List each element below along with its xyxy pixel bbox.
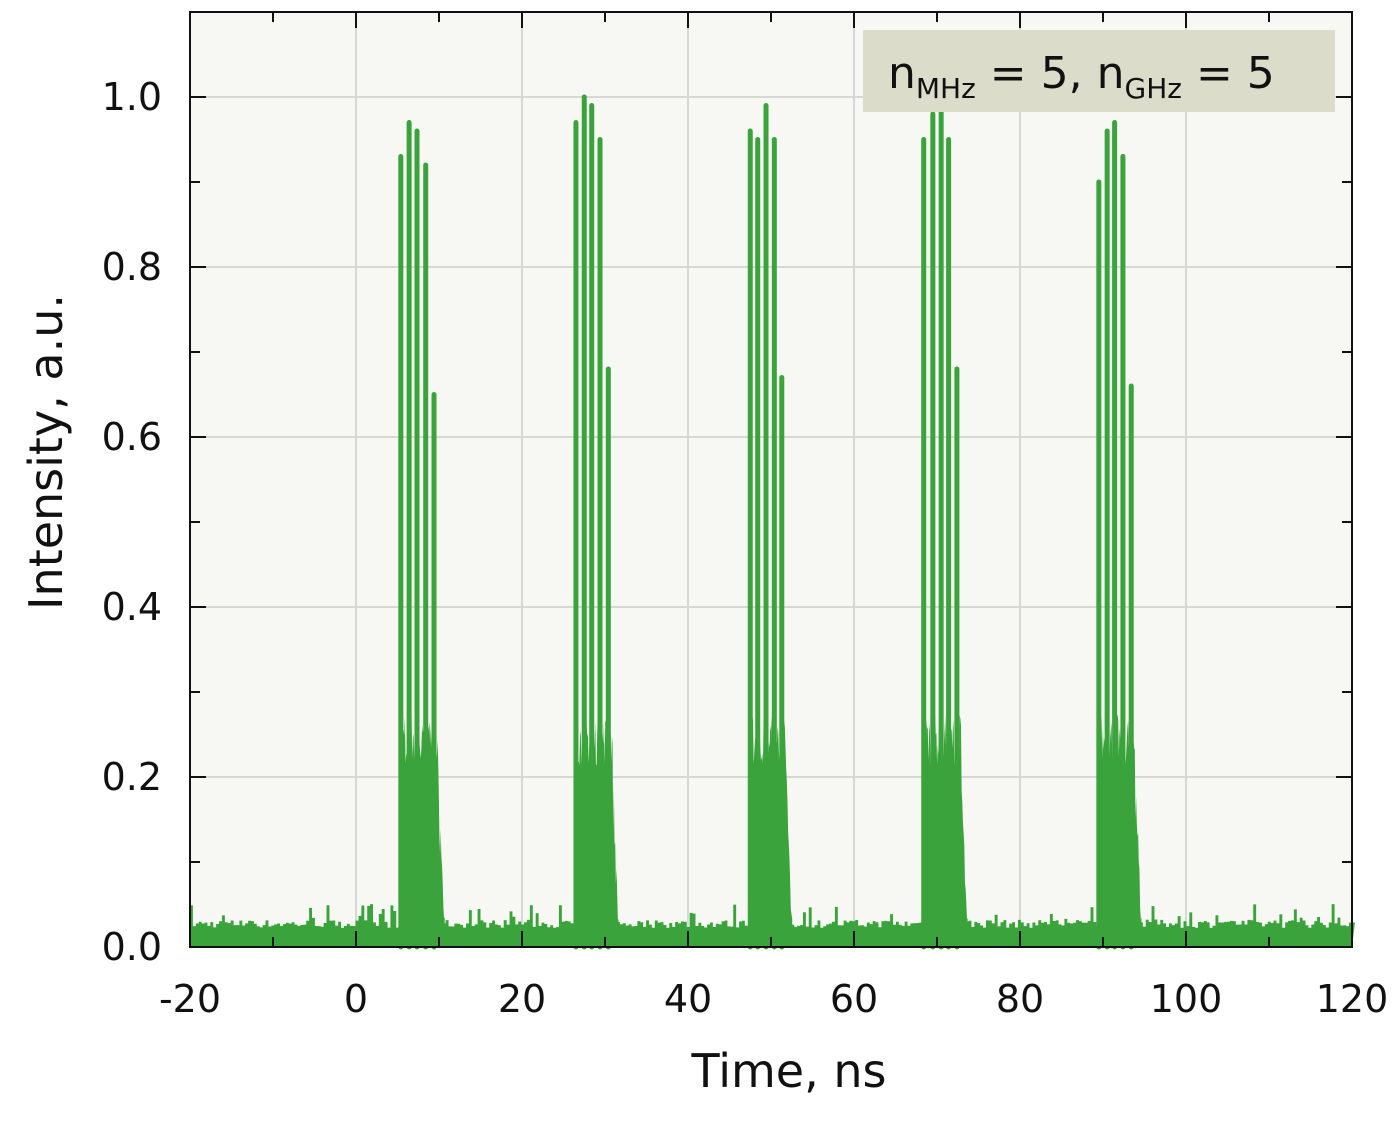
x-axis-title: Time, ns (691, 1044, 887, 1098)
annotation-text: nMHz = 5, nGHz = 5 (888, 48, 1275, 105)
x-tick-label: 40 (664, 977, 712, 1021)
signal-series (190, 94, 1355, 950)
x-tick-label: 0 (344, 977, 368, 1021)
y-tick-label: 0.4 (102, 585, 162, 629)
x-tick-label: -20 (159, 977, 221, 1021)
x-tick-label: 80 (996, 977, 1044, 1021)
x-tick-label: 60 (830, 977, 878, 1021)
y-tick-label: 0.6 (102, 415, 162, 459)
x-tick-label: 20 (498, 977, 546, 1021)
y-tick-labels: 0.0 0.2 0.4 0.6 0.8 1.0 (102, 75, 162, 969)
annotation-box: nMHz = 5, nGHz = 5 (863, 30, 1335, 112)
annotation-background (863, 30, 1335, 112)
y-axis-title: Intensity, a.u. (19, 294, 73, 610)
y-tick-label: 0.8 (102, 245, 162, 289)
y-tick-label: 1.0 (102, 75, 162, 119)
burst-envelope (922, 714, 968, 947)
x-tick-labels: -20 0 20 40 60 80 100 120 (159, 977, 1388, 1021)
plot-frame (189, 11, 1353, 948)
y-tick-label: 0.0 (102, 925, 162, 969)
x-tick-label: 100 (1150, 977, 1223, 1021)
y-tick-label: 0.2 (102, 755, 162, 799)
x-tick-label: 120 (1316, 977, 1389, 1021)
